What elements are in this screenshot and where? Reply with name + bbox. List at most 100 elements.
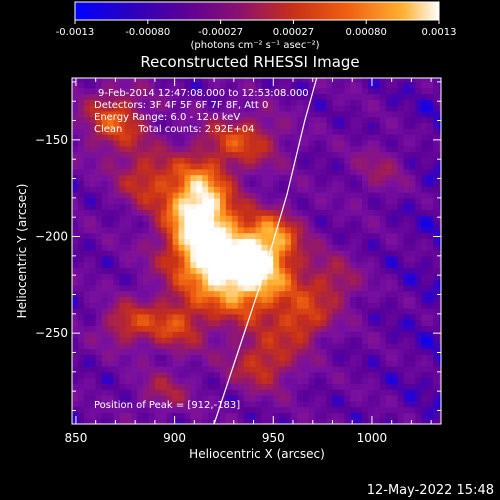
heatmap-cell: [172, 209, 180, 216]
heatmap-cell: [95, 157, 103, 164]
heatmap-cell: [72, 255, 79, 263]
heatmap-cell: [190, 192, 197, 199]
heatmap-cell: [391, 354, 399, 361]
heatmap-cell: [143, 337, 150, 344]
heatmap-cell: [77, 389, 85, 396]
heatmap-cell: [279, 371, 286, 379]
heatmap-cell: [178, 226, 186, 234]
heatmap-cell: [178, 180, 186, 187]
heatmap-cell: [249, 99, 257, 106]
heatmap-cell: [320, 163, 328, 170]
heatmap-cell: [326, 180, 334, 187]
heatmap-cell: [160, 105, 168, 112]
heatmap-cell: [409, 354, 416, 361]
heatmap-cell: [409, 105, 416, 112]
heatmap-cell: [89, 412, 97, 419]
heatmap-cell: [261, 261, 268, 269]
heatmap-cell: [77, 192, 85, 199]
heatmap-cell: [308, 215, 316, 222]
heatmap-cell: [178, 99, 186, 106]
heatmap-cell: [125, 186, 132, 193]
heatmap-cell: [178, 395, 186, 402]
heatmap-cell: [397, 226, 405, 234]
heatmap-cell: [214, 110, 221, 118]
heatmap-cell: [344, 255, 351, 263]
heatmap-cell: [178, 134, 186, 141]
heatmap-cell: [219, 377, 227, 385]
heatmap-cell: [148, 400, 156, 408]
heatmap-cell: [77, 319, 85, 327]
heatmap-cell: [119, 337, 126, 344]
heatmap-cell: [137, 203, 144, 211]
heatmap-cell: [296, 244, 304, 251]
heatmap-cell: [367, 151, 375, 158]
heatmap-cell: [356, 157, 363, 164]
heatmap-cell: [83, 78, 91, 83]
heatmap-cell: [391, 308, 399, 315]
heatmap-cell: [373, 238, 381, 245]
heatmap-cell: [77, 348, 85, 356]
heatmap-cell: [208, 197, 215, 205]
heatmap-cell: [362, 406, 369, 414]
heatmap-cell: [291, 180, 298, 187]
heatmap-cell: [332, 371, 339, 379]
heatmap-cell: [166, 174, 174, 182]
heatmap-cell: [190, 110, 197, 118]
heatmap-cell: [320, 81, 328, 89]
heatmap-cell: [302, 377, 310, 385]
heatmap-cell: [219, 400, 227, 408]
heatmap-cell: [83, 348, 91, 356]
heatmap-cell: [314, 354, 322, 361]
heatmap-cell: [356, 273, 363, 280]
heatmap-cell: [350, 261, 357, 269]
heatmap-cell: [296, 180, 304, 187]
heatmap-cell: [320, 418, 328, 424]
heatmap-cell: [243, 412, 251, 419]
heatmap-cell: [314, 81, 322, 89]
heatmap-cell: [379, 348, 387, 356]
heatmap-cell: [160, 157, 168, 164]
heatmap-cell: [397, 389, 405, 396]
heatmap-cell: [160, 325, 168, 332]
heatmap-cell: [332, 389, 339, 396]
heatmap-cell: [101, 87, 109, 95]
heatmap-cell: [95, 279, 103, 286]
heatmap-cell: [433, 255, 440, 263]
heatmap-cell: [291, 406, 298, 414]
heatmap-cell: [415, 337, 422, 344]
heatmap-cell: [421, 308, 428, 315]
heatmap-cell: [344, 226, 351, 234]
heatmap-cell: [308, 255, 316, 263]
heatmap-cell: [291, 284, 298, 292]
heatmap-cell: [190, 290, 197, 298]
heatmap-cell: [285, 371, 292, 379]
heatmap-cell: [356, 168, 363, 176]
heatmap-cell: [356, 389, 363, 396]
heatmap-cell: [89, 122, 97, 129]
heatmap-cell: [243, 366, 251, 373]
heatmap-cell: [119, 180, 126, 187]
heatmap-cell: [379, 244, 387, 251]
heatmap-cell: [291, 371, 298, 379]
heatmap-cell: [362, 371, 369, 379]
heatmap-cell: [172, 203, 180, 211]
heatmap-cell: [225, 78, 233, 83]
heatmap-cell: [273, 145, 280, 153]
heatmap-cell: [433, 145, 440, 153]
heatmap-cell: [131, 383, 138, 390]
heatmap-cell: [83, 197, 91, 205]
heatmap-cell: [385, 250, 393, 257]
heatmap-cell: [208, 81, 215, 89]
heatmap-cell: [89, 186, 97, 193]
heatmap-cell: [296, 406, 304, 414]
heatmap-cell: [391, 313, 399, 321]
heatmap-cell: [137, 383, 144, 390]
heatmap-cell: [131, 203, 138, 211]
heatmap-cell: [308, 383, 316, 390]
heatmap-cell: [391, 400, 399, 408]
heatmap-cell: [107, 342, 115, 350]
heatmap-cell: [367, 302, 375, 309]
heatmap-cell: [350, 139, 357, 147]
heatmap-cell: [125, 377, 132, 385]
heatmap-cell: [225, 232, 233, 240]
